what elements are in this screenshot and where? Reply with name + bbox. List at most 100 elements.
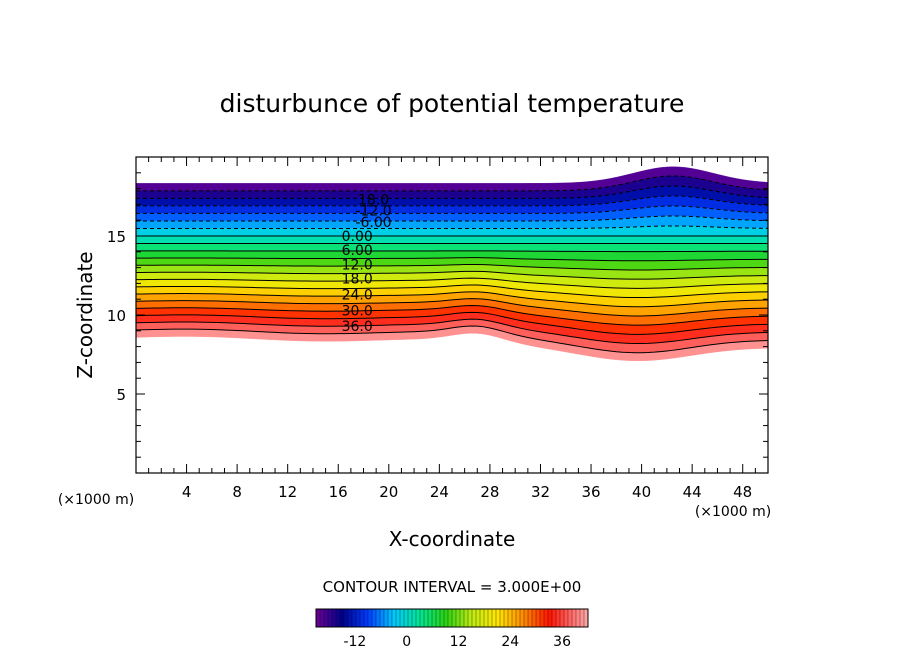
colorbar-segment — [548, 609, 553, 627]
colorbar-segment — [348, 609, 353, 627]
contour-line — [136, 215, 768, 222]
colorbar-tick-label: 24 — [501, 634, 519, 650]
x-tick-label: 28 — [480, 483, 499, 501]
colorbar-segment — [428, 609, 433, 627]
x-tick-label: 4 — [182, 483, 192, 501]
colorbar-segment — [352, 609, 357, 627]
colorbar-segment — [480, 609, 485, 627]
contour-line — [136, 205, 768, 214]
contour-label: 12.0 — [342, 257, 373, 273]
colorbar-segment — [552, 609, 557, 627]
colorbar-segment — [564, 609, 569, 627]
colorbar-segment — [560, 609, 565, 627]
colorbar-segment — [500, 609, 505, 627]
colorbar-segment — [368, 609, 373, 627]
z-tick-labels: 5 10 15 — [107, 228, 126, 404]
z-tick-label: 10 — [107, 307, 126, 325]
colorbar — [316, 609, 589, 627]
contour-fill-layer — [136, 166, 768, 361]
colorbar-segment — [524, 609, 529, 627]
contour-interval-text: CONTOUR INTERVAL = 3.000E+00 — [323, 578, 582, 596]
contour-line — [136, 185, 768, 199]
colorbar-segment — [568, 609, 573, 627]
colorbar-segment — [580, 609, 585, 627]
colorbar-segment — [328, 609, 333, 627]
contour-line — [136, 263, 768, 271]
contour-label: 36.0 — [342, 319, 373, 335]
colorbar-segment — [516, 609, 521, 627]
colorbar-segment — [364, 609, 369, 627]
axis-ticks — [136, 157, 768, 473]
colorbar-segment — [520, 609, 525, 627]
contour-label: 18.0 — [342, 272, 373, 288]
colorbar-segment — [392, 609, 397, 627]
contour-line — [136, 311, 768, 335]
colorbar-segment — [344, 609, 349, 627]
colorbar-segment — [360, 609, 365, 627]
colorbar-segment — [332, 609, 337, 627]
colorbar-frame — [315, 608, 589, 628]
colorbar-tick-label: 0 — [402, 634, 411, 650]
colorbar-segment — [376, 609, 381, 627]
x-tick-label: 12 — [278, 483, 297, 501]
colorbar-segment — [416, 609, 421, 627]
colorbar-segment — [544, 609, 549, 627]
colorbar-segment — [336, 609, 341, 627]
contour-line — [136, 277, 768, 289]
colorbar-segment — [456, 609, 461, 627]
colorbar-segment — [420, 609, 425, 627]
colorbar-segment — [408, 609, 413, 627]
colorbar-segment — [316, 609, 321, 627]
contour-band — [136, 235, 768, 244]
colorbar-segment — [496, 609, 501, 627]
contour-label: 6.00 — [342, 243, 373, 259]
x-tick-label: 36 — [581, 483, 600, 501]
colorbar-segment — [396, 609, 401, 627]
colorbar-segment — [384, 609, 389, 627]
contour-line — [136, 298, 768, 317]
x-tick-labels: 4 8 12 16 20 24 28 32 36 40 44 48 — [182, 483, 752, 501]
y-axis-label: Z-coordinate — [73, 251, 97, 378]
z-tick-label: 5 — [116, 386, 126, 404]
colorbar-segment — [584, 609, 589, 627]
chart-title: disturbunce of potential temperature — [220, 89, 685, 118]
x-tick-label: 20 — [379, 483, 398, 501]
x-unit-label-left: (×1000 m) — [58, 492, 134, 508]
x-tick-label: 16 — [329, 483, 348, 501]
colorbar-segment — [504, 609, 509, 627]
colorbar-segment — [340, 609, 345, 627]
colorbar-segment — [452, 609, 457, 627]
colorbar-segment — [464, 609, 469, 627]
contour-line — [136, 325, 768, 354]
x-tick-label: 48 — [733, 483, 752, 501]
contour-line — [136, 318, 768, 345]
x-tick-label: 32 — [531, 483, 550, 501]
colorbar-segment — [476, 609, 481, 627]
colorbar-tick-labels: -12 0 12 24 36 — [343, 634, 571, 650]
contour-line — [136, 284, 768, 299]
colorbar-segment — [436, 609, 441, 627]
colorbar-segment — [488, 609, 493, 627]
contour-line — [136, 291, 768, 308]
colorbar-segment — [448, 609, 453, 627]
colorbar-segment — [472, 609, 477, 627]
colorbar-segment — [356, 609, 361, 627]
contour-label: 18.0 — [358, 193, 389, 209]
colorbar-segment — [468, 609, 473, 627]
contour-line-layer — [136, 175, 768, 354]
x-axis-label: X-coordinate — [389, 527, 516, 551]
colorbar-segment — [412, 609, 417, 627]
contour-line — [136, 304, 768, 326]
colorbar-segment — [572, 609, 577, 627]
contour-label-layer: 18.0-12.0-6.000.006.0012.018.024.030.036… — [342, 193, 392, 335]
contour-line — [136, 225, 768, 229]
colorbar-segment — [484, 609, 489, 627]
colorbar-segment — [324, 609, 329, 627]
x-unit-label-right: (×1000 m) — [695, 504, 771, 520]
contour-line — [136, 270, 768, 280]
colorbar-segment — [440, 609, 445, 627]
contour-label: 30.0 — [342, 303, 373, 319]
colorbar-tick-label: 36 — [553, 634, 571, 650]
contour-label: -12.0 — [355, 204, 391, 220]
